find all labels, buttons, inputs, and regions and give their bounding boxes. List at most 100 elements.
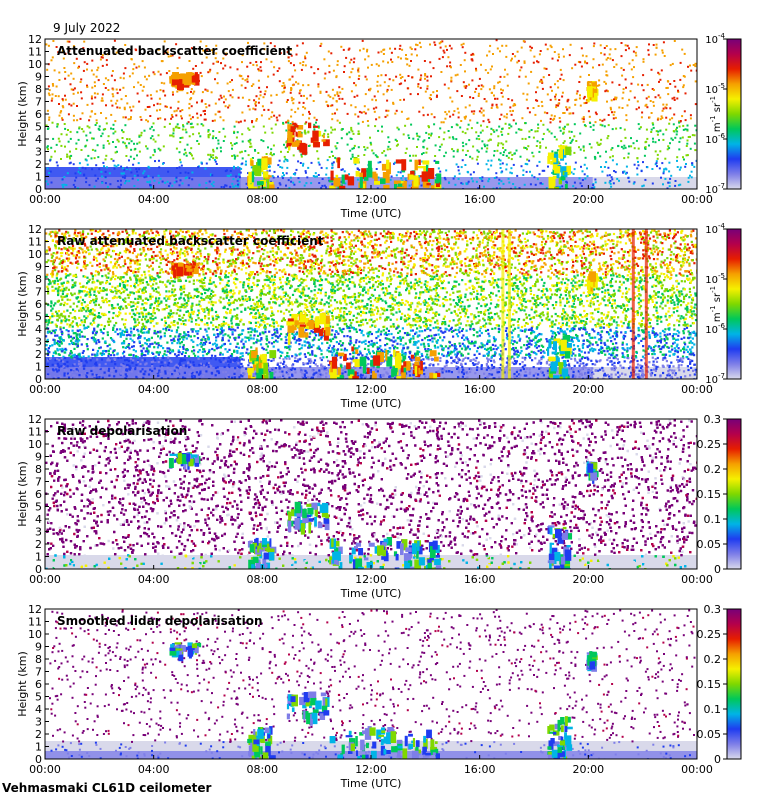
data-pixel [413,230,416,233]
data-pixel [436,90,438,92]
data-pixel [310,278,313,281]
data-pixel [281,242,284,245]
data-pixel [89,359,92,362]
data-pixel [512,109,514,112]
data-pixel [459,322,462,325]
data-pixel [400,316,403,319]
data-pixel [122,130,125,133]
data-pixel [423,139,426,142]
data-pixel [471,157,474,160]
data-pixel [426,85,429,88]
data-pixel [553,51,556,53]
data-pixel [619,229,622,232]
data-pixel [519,128,522,131]
data-pixel [418,41,421,44]
data-pixel [105,267,108,270]
data-pixel [332,97,335,100]
data-pixel [486,54,488,57]
colorbar-tick-label: 10-7 [705,182,725,196]
data-pixel [620,283,623,286]
data-pixel [394,253,397,256]
data-pixel [134,286,137,289]
data-pixel [432,239,435,243]
data-pixel [332,287,335,290]
data-pixel [498,125,501,128]
data-pixel [303,94,305,97]
data-pixel [148,339,151,342]
cloud-pixel [263,171,269,178]
data-pixel [231,301,234,304]
data-pixel [125,180,128,183]
data-pixel [480,88,483,91]
data-pixel [80,362,83,365]
data-pixel [363,146,366,148]
data-pixel [176,167,178,169]
data-pixel [441,353,444,356]
data-pixel [101,175,104,178]
data-pixel [240,75,243,77]
data-pixel [302,363,305,366]
data-pixel [292,98,295,101]
data-pixel [280,150,282,153]
data-pixel [510,339,513,342]
data-pixel [47,183,49,186]
data-pixel [535,145,538,147]
data-pixel [205,187,208,189]
data-pixel [114,102,117,105]
data-pixel [475,180,478,183]
data-pixel [674,372,677,375]
data-pixel [480,178,483,181]
data-pixel [606,74,609,77]
data-pixel [357,70,360,73]
data-pixel [423,258,426,261]
data-pixel [482,230,486,233]
data-pixel [395,318,399,321]
data-pixel [416,146,418,148]
data-pixel [125,168,128,170]
data-pixel [529,183,532,186]
data-pixel [219,94,222,97]
data-pixel [117,49,120,52]
data-pixel [393,162,395,165]
data-pixel [473,110,476,113]
data-pixel [552,118,555,121]
data-pixel [215,262,218,265]
data-pixel [287,121,290,124]
data-pixel [226,82,229,85]
data-pixel [136,170,138,173]
data-pixel [240,310,243,313]
data-pixel [190,187,193,189]
data-pixel [438,42,441,45]
data-pixel [593,288,596,291]
cloud-pixel [395,159,403,164]
data-pixel [244,336,247,339]
data-pixel [469,119,472,122]
cloud-pixel [367,160,372,170]
data-pixel [399,73,402,76]
data-pixel [663,296,666,299]
data-pixel [112,88,115,91]
data-pixel [242,342,245,346]
data-pixel [121,176,124,179]
cloud-pixel [359,172,363,177]
data-pixel [117,164,120,167]
data-pixel [612,272,615,275]
data-pixel [196,251,199,254]
data-pixel [541,138,544,141]
data-pixel [493,130,496,133]
data-pixel [153,179,156,182]
data-pixel [369,296,372,299]
data-pixel [423,252,427,255]
data-pixel [323,369,326,372]
cloud-pixel [566,165,571,175]
data-pixel [122,141,125,144]
data-pixel [159,337,162,340]
data-pixel [656,118,659,121]
data-pixel [233,165,235,168]
data-pixel [232,178,235,181]
data-pixel [177,354,180,357]
data-pixel [461,328,464,331]
data-pixel [520,128,523,131]
data-pixel [468,139,471,142]
data-pixel [195,303,198,306]
